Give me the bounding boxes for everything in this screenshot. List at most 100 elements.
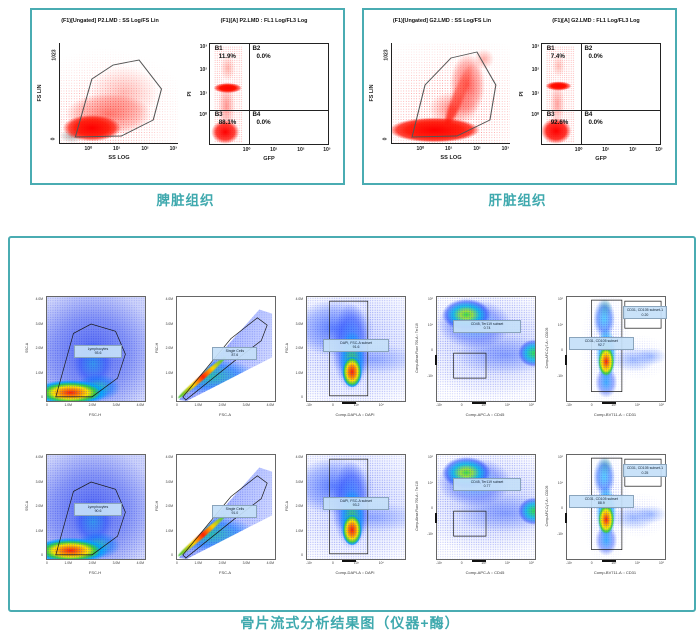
flow-plot-r2-c4: Comp-Alexa Fluor 700-A :: Ter119 10⁵ 10⁴… — [408, 448, 538, 598]
x-tick: 10³ — [353, 561, 359, 565]
x-tick: 4.0M — [266, 561, 274, 565]
plot-title: (F1)[Ungated] G2.LMD : SS Log/FS Lin — [392, 18, 492, 24]
gate-overlay — [55, 323, 126, 398]
flow-plot-r1-c1: SSC-A 4.0M 3.0M 2.0M 1.0M 0 Lymphocytes … — [18, 290, 148, 440]
y-tick: 4.0M — [35, 297, 43, 301]
gate-overlay — [411, 51, 497, 138]
x-tick: 10³ — [481, 403, 487, 407]
x-tick: 10⁵ — [658, 561, 664, 565]
x-axis-label: Comp-APC-A :: CD45 — [465, 412, 505, 417]
flow-plot-row-2: SSC-A 4.0M 3.0M 2.0M 1.0M 0 Lymphocytes … — [18, 448, 668, 598]
gate-label: DAPI, FSC-A subset 91.6 — [322, 338, 390, 352]
x-tick: 0 — [460, 561, 463, 565]
y-tick: -10³ — [427, 531, 433, 536]
quadrant-label-b3: B3 92.6% — [546, 111, 569, 127]
x-tick: 1.0M — [64, 561, 72, 565]
gate-label: CD31, CD105 subset 92.7 — [568, 336, 634, 350]
x-tick: 0 — [46, 403, 48, 407]
y-tick: 3.0M — [35, 321, 43, 326]
y-tick: 2.0M — [165, 504, 173, 508]
y-axis-label: Comp-APC-Cy7-A :: CD105 — [545, 327, 549, 369]
gate-percent: 91.0 — [231, 511, 239, 516]
gate-percent: 90.6 — [94, 509, 102, 514]
y-axis-label: Comp-APC-Cy7-A :: CD105 — [545, 485, 549, 527]
gate-label-2: CD31, CD105 subset-1 0.25 — [622, 464, 668, 478]
y-tick: 0 — [301, 395, 303, 399]
plot-title: (F1)[A] G2.LMD : FL1 Log/FL3 Log — [552, 18, 640, 24]
x-axis-label: GFP — [263, 156, 275, 162]
x-axis-label: Comp-APC-A :: CD45 — [465, 570, 505, 575]
y-tick: 3.0M — [35, 479, 43, 484]
plot-area: CD31, CD105 subset 92.7 CD31, CD105 subs… — [564, 296, 668, 404]
gate-percent: 0.77 — [483, 484, 491, 489]
liver-pi-gfp-plot: (F1)[A] G2.LMD : FL1 Log/FL3 Log B1 7.4% … — [514, 10, 672, 180]
gate-name: CD45, Ter119 subset — [470, 479, 504, 484]
y-axis-label: Comp-Alexa Fluor 700-A :: Ter119 — [415, 481, 419, 531]
liver-fs-ss-plot: (F1)[Ungated] G2.LMD : SS Log/FS Lin FS … — [364, 10, 514, 180]
y-axis-ticks: 4.0M 3.0M 2.0M 1.0M 0 — [31, 454, 44, 558]
x-tick: 0 — [176, 561, 178, 565]
y-axis-label: FSC-A — [285, 343, 289, 353]
x-tick: 4.0M — [136, 561, 144, 565]
y-tick: 10⁴ — [427, 480, 433, 485]
y-tick: 4.0M — [165, 297, 173, 301]
x-tick: -10³ — [566, 403, 572, 407]
y-tick: 10⁵ — [557, 455, 563, 459]
y-tick: 2.0M — [165, 346, 173, 350]
plot-area: B1 11.9% B2 0.0% B3 88.1% B4 0.0% PI 10³ 10²… — [187, 43, 330, 162]
x-tick: 10⁴ — [635, 561, 641, 565]
y-tick: 10³ — [531, 44, 539, 50]
y-tick: 1.0M — [295, 528, 303, 533]
x-tick: 3.0M — [112, 403, 120, 407]
flow-plot-r2-c2: FSC-H 4.0M 3.0M 2.0M 1.0M 0 Single Cells… — [148, 448, 278, 598]
x-axis-ticks: -10³ 0 10³ 10⁴ 10⁵ — [566, 403, 664, 407]
x-tick: 10⁵ — [658, 403, 664, 407]
x-tick: 10⁰ — [242, 147, 251, 153]
x-tick: 10⁴ — [378, 561, 384, 565]
liver-caption: 肝脏组织 — [488, 193, 547, 208]
x-tick: 1.0M — [64, 403, 72, 407]
gate-label: Single Cells 87.6 — [212, 346, 258, 360]
x-axis-ticks: -10³ 0 10³ 10⁴ — [306, 561, 404, 565]
gate-percent: 93.6 — [94, 351, 102, 356]
x-tick: 10³ — [481, 561, 487, 565]
gate-percent: 93.2 — [352, 503, 360, 508]
y-tick: 10² — [199, 67, 207, 73]
x-axis-label: FSC-A — [219, 570, 231, 575]
gate-name: Single Cells — [225, 506, 245, 511]
y-axis-ticks: 10⁵ 10⁴ 0 -10³ — [551, 296, 564, 400]
gate-percent: 87.6 — [231, 353, 239, 358]
x-tick: 10⁵ — [528, 561, 534, 565]
gate-name: DAPI, FSC-A subset — [340, 498, 372, 503]
y-tick: 0 — [41, 553, 43, 557]
y-tick: 3.0M — [165, 321, 173, 326]
y-tick: 2.0M — [35, 504, 43, 508]
quadrant-label-b1: B1 7.4% — [546, 45, 565, 61]
flow-plot-r1-c3: FSC-A 4.0M 3.0M 2.0M 1.0M 0 DAPI, FSC-A … — [278, 290, 408, 440]
plot-title: (F1)[A] P2.LMD : FL1 Log/FL3 Log — [220, 18, 308, 24]
x-tick: 10³ — [169, 146, 177, 152]
x-tick: 10² — [473, 146, 481, 152]
plot-area: Lymphocytes 90.6 — [46, 454, 146, 560]
plot-area: CD31, CD105 subset 88.9 CD31, CD105 subs… — [564, 454, 668, 562]
x-tick: 0 — [46, 561, 48, 565]
y-axis-label: FSC-A — [285, 501, 289, 511]
quadrant-label-b2: B2 0.0% — [584, 45, 603, 61]
x-axis-label: Comp-DAPI-A :: DAPI — [335, 412, 375, 417]
y-tick: 4.0M — [295, 455, 303, 459]
x-tick: 1.0M — [194, 403, 202, 407]
x-tick: 2.0M — [88, 561, 96, 565]
gate-percent: 0.20 — [641, 312, 649, 317]
plot-area: Single Cells 91.0 — [176, 454, 276, 560]
x-tick: 4.0M — [266, 403, 274, 407]
y-tick: 10⁴ — [557, 480, 563, 485]
y-tick: 1.0M — [295, 370, 303, 375]
y-tick: 1.0M — [165, 370, 173, 375]
y-axis-label: FS LIN — [37, 84, 43, 102]
gate-label: Single Cells 91.0 — [212, 504, 258, 518]
x-tick: 10¹ — [602, 147, 610, 153]
y-tick: 10⁰ — [199, 112, 207, 118]
x-tick: 10² — [629, 147, 637, 153]
plot-area: Lymphocytes 93.6 — [46, 296, 146, 402]
